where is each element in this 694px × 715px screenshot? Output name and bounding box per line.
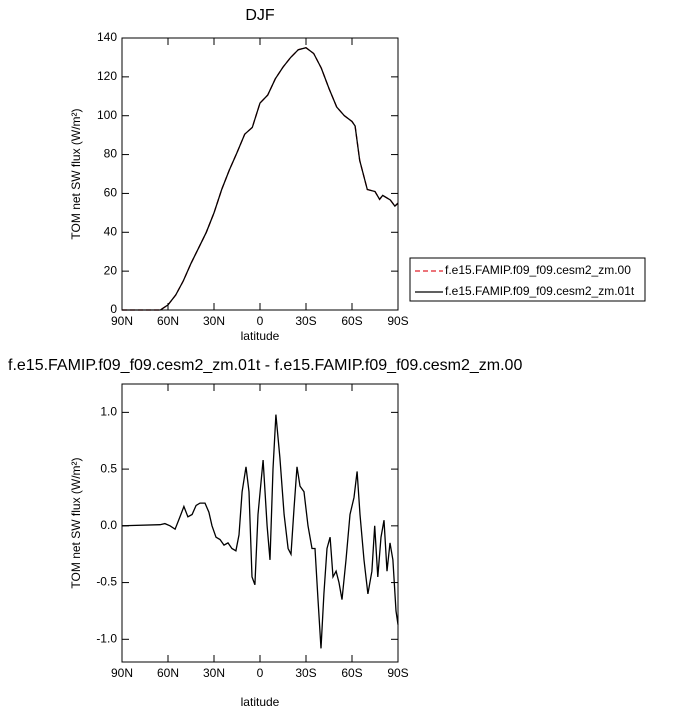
y-tick-label: 0.5 bbox=[100, 461, 117, 475]
data-line bbox=[121, 414, 399, 649]
x-tick-label: 60N bbox=[157, 666, 179, 680]
x-tick-label: 60N bbox=[157, 314, 179, 328]
y-tick-label: 1.0 bbox=[100, 405, 117, 419]
data-line bbox=[122, 46, 399, 311]
y-tick-label: 100 bbox=[97, 108, 117, 122]
x-axis-label: latitude bbox=[241, 329, 280, 343]
legend-label: f.e15.FAMIP.f09_f09.cesm2_zm.01t bbox=[445, 284, 635, 298]
x-tick-label: 30N bbox=[203, 314, 225, 328]
y-axis-label: TOM net SW flux (W/m²) bbox=[69, 108, 83, 239]
x-tick-label: 30N bbox=[203, 666, 225, 680]
y-tick-label: -1.0 bbox=[96, 631, 117, 645]
x-tick-label: 90N bbox=[111, 314, 133, 328]
y-tick-label: 120 bbox=[97, 69, 117, 83]
x-tick-label: 30S bbox=[295, 314, 316, 328]
x-axis-label: latitude bbox=[241, 695, 280, 709]
plot-frame bbox=[121, 383, 399, 663]
legend-box bbox=[409, 257, 646, 302]
x-tick-label: 90S bbox=[387, 666, 408, 680]
data-line bbox=[122, 46, 399, 311]
x-tick-label: 30S bbox=[295, 666, 316, 680]
y-tick-label: 80 bbox=[104, 147, 118, 161]
y-tick-label: 0.0 bbox=[100, 518, 117, 532]
x-tick-label: 0 bbox=[257, 666, 264, 680]
chart-title: f.e15.FAMIP.f09_f09.cesm2_zm.01t - f.e15… bbox=[8, 357, 522, 374]
x-tick-label: 60S bbox=[341, 666, 362, 680]
legend-label: f.e15.FAMIP.f09_f09.cesm2_zm.00 bbox=[445, 263, 631, 277]
y-tick-label: 0 bbox=[110, 302, 117, 316]
y-tick-label: 40 bbox=[104, 224, 118, 238]
plot-frame bbox=[121, 37, 399, 311]
y-tick-label: 60 bbox=[104, 186, 118, 200]
x-tick-label: 60S bbox=[341, 314, 362, 328]
y-tick-label: 140 bbox=[97, 30, 117, 44]
x-tick-label: 90N bbox=[111, 666, 133, 680]
x-tick-label: 90S bbox=[387, 314, 408, 328]
y-tick-label: -0.5 bbox=[96, 575, 117, 589]
chart-title: DJF bbox=[245, 7, 275, 24]
x-tick-label: 0 bbox=[257, 314, 264, 328]
y-tick-label: 20 bbox=[104, 263, 118, 277]
y-axis-label: TOM net SW flux (W/m²) bbox=[69, 457, 83, 588]
